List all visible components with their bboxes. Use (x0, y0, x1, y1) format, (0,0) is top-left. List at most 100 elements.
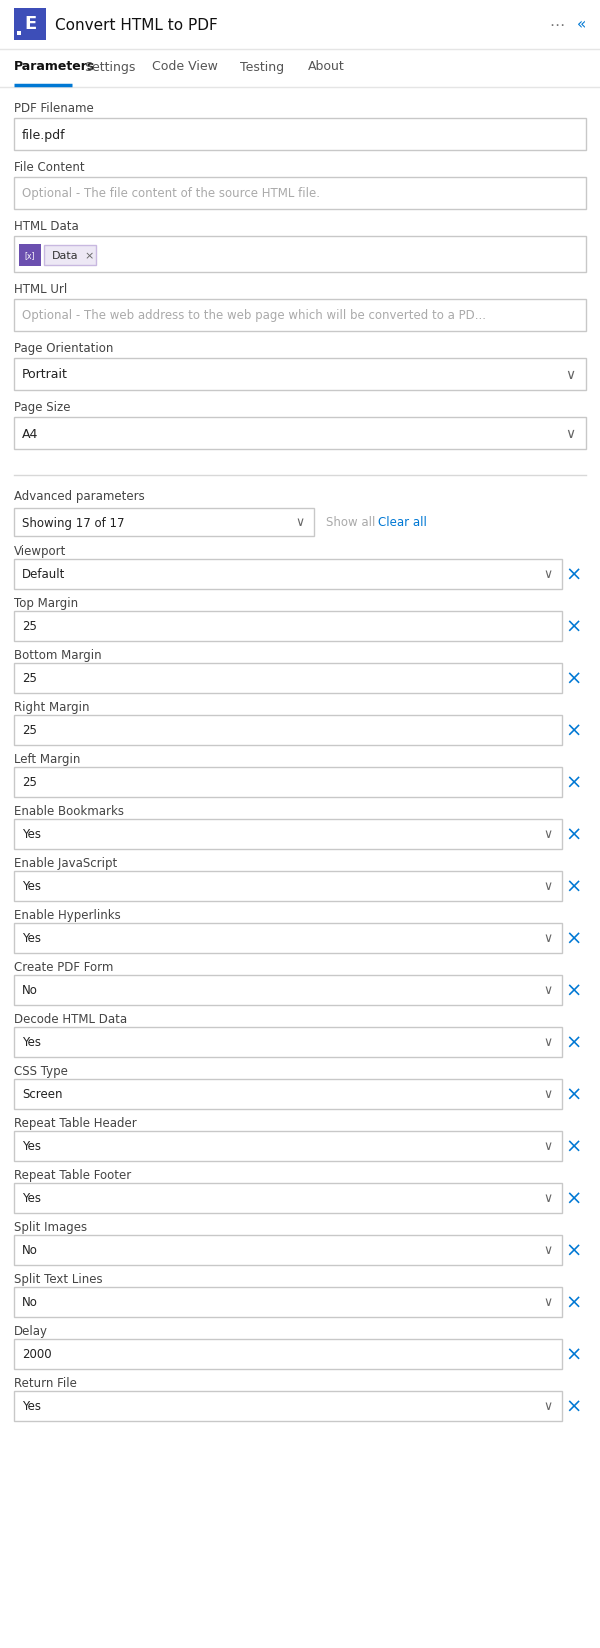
Text: File Content: File Content (14, 162, 85, 175)
Text: Code View: Code View (152, 61, 218, 74)
Text: Repeat Table Header: Repeat Table Header (14, 1116, 137, 1129)
Text: ∨: ∨ (295, 516, 305, 529)
Text: ×: × (85, 250, 94, 260)
Bar (14, 768, 562, 798)
Text: ×: × (566, 669, 582, 689)
Text: Testing: Testing (240, 61, 284, 74)
Text: Yes: Yes (22, 827, 41, 840)
Text: ×: × (566, 877, 582, 897)
Text: ×: × (566, 1188, 582, 1208)
Text: No: No (22, 984, 38, 997)
Text: Left Margin: Left Margin (14, 753, 80, 766)
Text: 25: 25 (22, 776, 37, 789)
Bar (14, 715, 562, 745)
Bar (14, 1079, 562, 1109)
Text: Clear all: Clear all (378, 516, 427, 529)
Text: ∨: ∨ (544, 1088, 553, 1101)
Text: No: No (22, 1244, 38, 1257)
Text: ×: × (566, 1033, 582, 1051)
Bar (14, 872, 562, 901)
Bar (14, 1391, 562, 1421)
Text: Return File: Return File (14, 1376, 77, 1389)
Text: ∨: ∨ (565, 368, 575, 382)
Bar (14, 237, 586, 274)
Text: HTML Data: HTML Data (14, 219, 79, 232)
Text: ∨: ∨ (544, 931, 553, 944)
Text: Yes: Yes (22, 1140, 41, 1154)
Text: Showing 17 of 17: Showing 17 of 17 (22, 516, 125, 529)
Text: ∨: ∨ (544, 1244, 553, 1257)
Text: Default: Default (22, 569, 65, 582)
Text: Settings: Settings (84, 61, 136, 74)
Text: ∨: ∨ (544, 569, 553, 582)
Text: Split Images: Split Images (14, 1220, 87, 1233)
Text: 2000: 2000 (22, 1348, 52, 1361)
Bar (14, 819, 562, 849)
Text: Create PDF Form: Create PDF Form (14, 961, 113, 974)
Text: Show all: Show all (326, 516, 376, 529)
Text: ∨: ∨ (544, 1192, 553, 1205)
Text: ×: × (566, 1084, 582, 1104)
Text: Enable Hyperlinks: Enable Hyperlinks (14, 908, 121, 921)
Text: CSS Type: CSS Type (14, 1065, 68, 1078)
Text: file.pdf: file.pdf (22, 129, 65, 142)
Text: 25: 25 (22, 723, 37, 737)
Text: Top Margin: Top Margin (14, 597, 78, 610)
Bar (0, 49, 600, 87)
Text: E: E (24, 15, 36, 33)
Text: A4: A4 (22, 427, 38, 440)
Text: Enable Bookmarks: Enable Bookmarks (14, 804, 124, 817)
Text: Convert HTML to PDF: Convert HTML to PDF (55, 18, 218, 33)
Text: ×: × (566, 773, 582, 793)
Bar (14, 1287, 562, 1317)
Text: Advanced parameters: Advanced parameters (14, 489, 145, 503)
Text: Page Orientation: Page Orientation (14, 341, 113, 354)
Text: ∨: ∨ (544, 1037, 553, 1048)
Bar (19, 246, 41, 267)
Text: ×: × (566, 1396, 582, 1416)
Text: ×: × (566, 1137, 582, 1155)
Text: Right Margin: Right Margin (14, 700, 89, 714)
Bar (14, 417, 586, 450)
Text: Bottom Margin: Bottom Margin (14, 649, 101, 661)
Bar (14, 976, 562, 1005)
Bar (14, 1027, 562, 1058)
Text: Repeat Table Footer: Repeat Table Footer (14, 1168, 131, 1182)
Text: Yes: Yes (22, 1192, 41, 1205)
Text: HTML Url: HTML Url (14, 283, 67, 297)
Text: Portrait: Portrait (22, 368, 68, 381)
Text: Yes: Yes (22, 880, 41, 893)
Bar (17, 31, 21, 36)
Bar (14, 119, 586, 152)
Bar (14, 509, 314, 537)
Text: Split Text Lines: Split Text Lines (14, 1272, 103, 1285)
Text: Data: Data (52, 250, 79, 260)
Text: About: About (308, 61, 345, 74)
Text: PDF Filename: PDF Filename (14, 102, 94, 115)
Text: ∨: ∨ (544, 1295, 553, 1309)
Text: Enable JavaScript: Enable JavaScript (14, 857, 117, 870)
Text: Page Size: Page Size (14, 400, 71, 414)
Bar (0, 0, 600, 49)
Text: ∨: ∨ (544, 827, 553, 840)
Text: Optional - The web address to the web page which will be converted to a PD...: Optional - The web address to the web pa… (22, 310, 486, 323)
Bar (14, 664, 562, 694)
Text: 25: 25 (22, 620, 37, 633)
Text: ×: × (566, 722, 582, 740)
Text: «: « (577, 18, 587, 33)
Bar (14, 178, 586, 209)
Text: ×: × (566, 1241, 582, 1259)
Text: ×: × (566, 565, 582, 583)
Text: Yes: Yes (22, 1037, 41, 1048)
Bar (14, 300, 586, 331)
Text: No: No (22, 1295, 38, 1309)
Text: Yes: Yes (22, 931, 41, 944)
Bar (14, 8, 46, 41)
Bar (14, 560, 562, 590)
Text: ×: × (566, 929, 582, 948)
Text: ×: × (566, 1345, 582, 1363)
Text: ×: × (566, 981, 582, 1000)
Bar (14, 611, 562, 641)
Text: ∨: ∨ (544, 880, 553, 893)
Text: Parameters: Parameters (14, 61, 95, 74)
